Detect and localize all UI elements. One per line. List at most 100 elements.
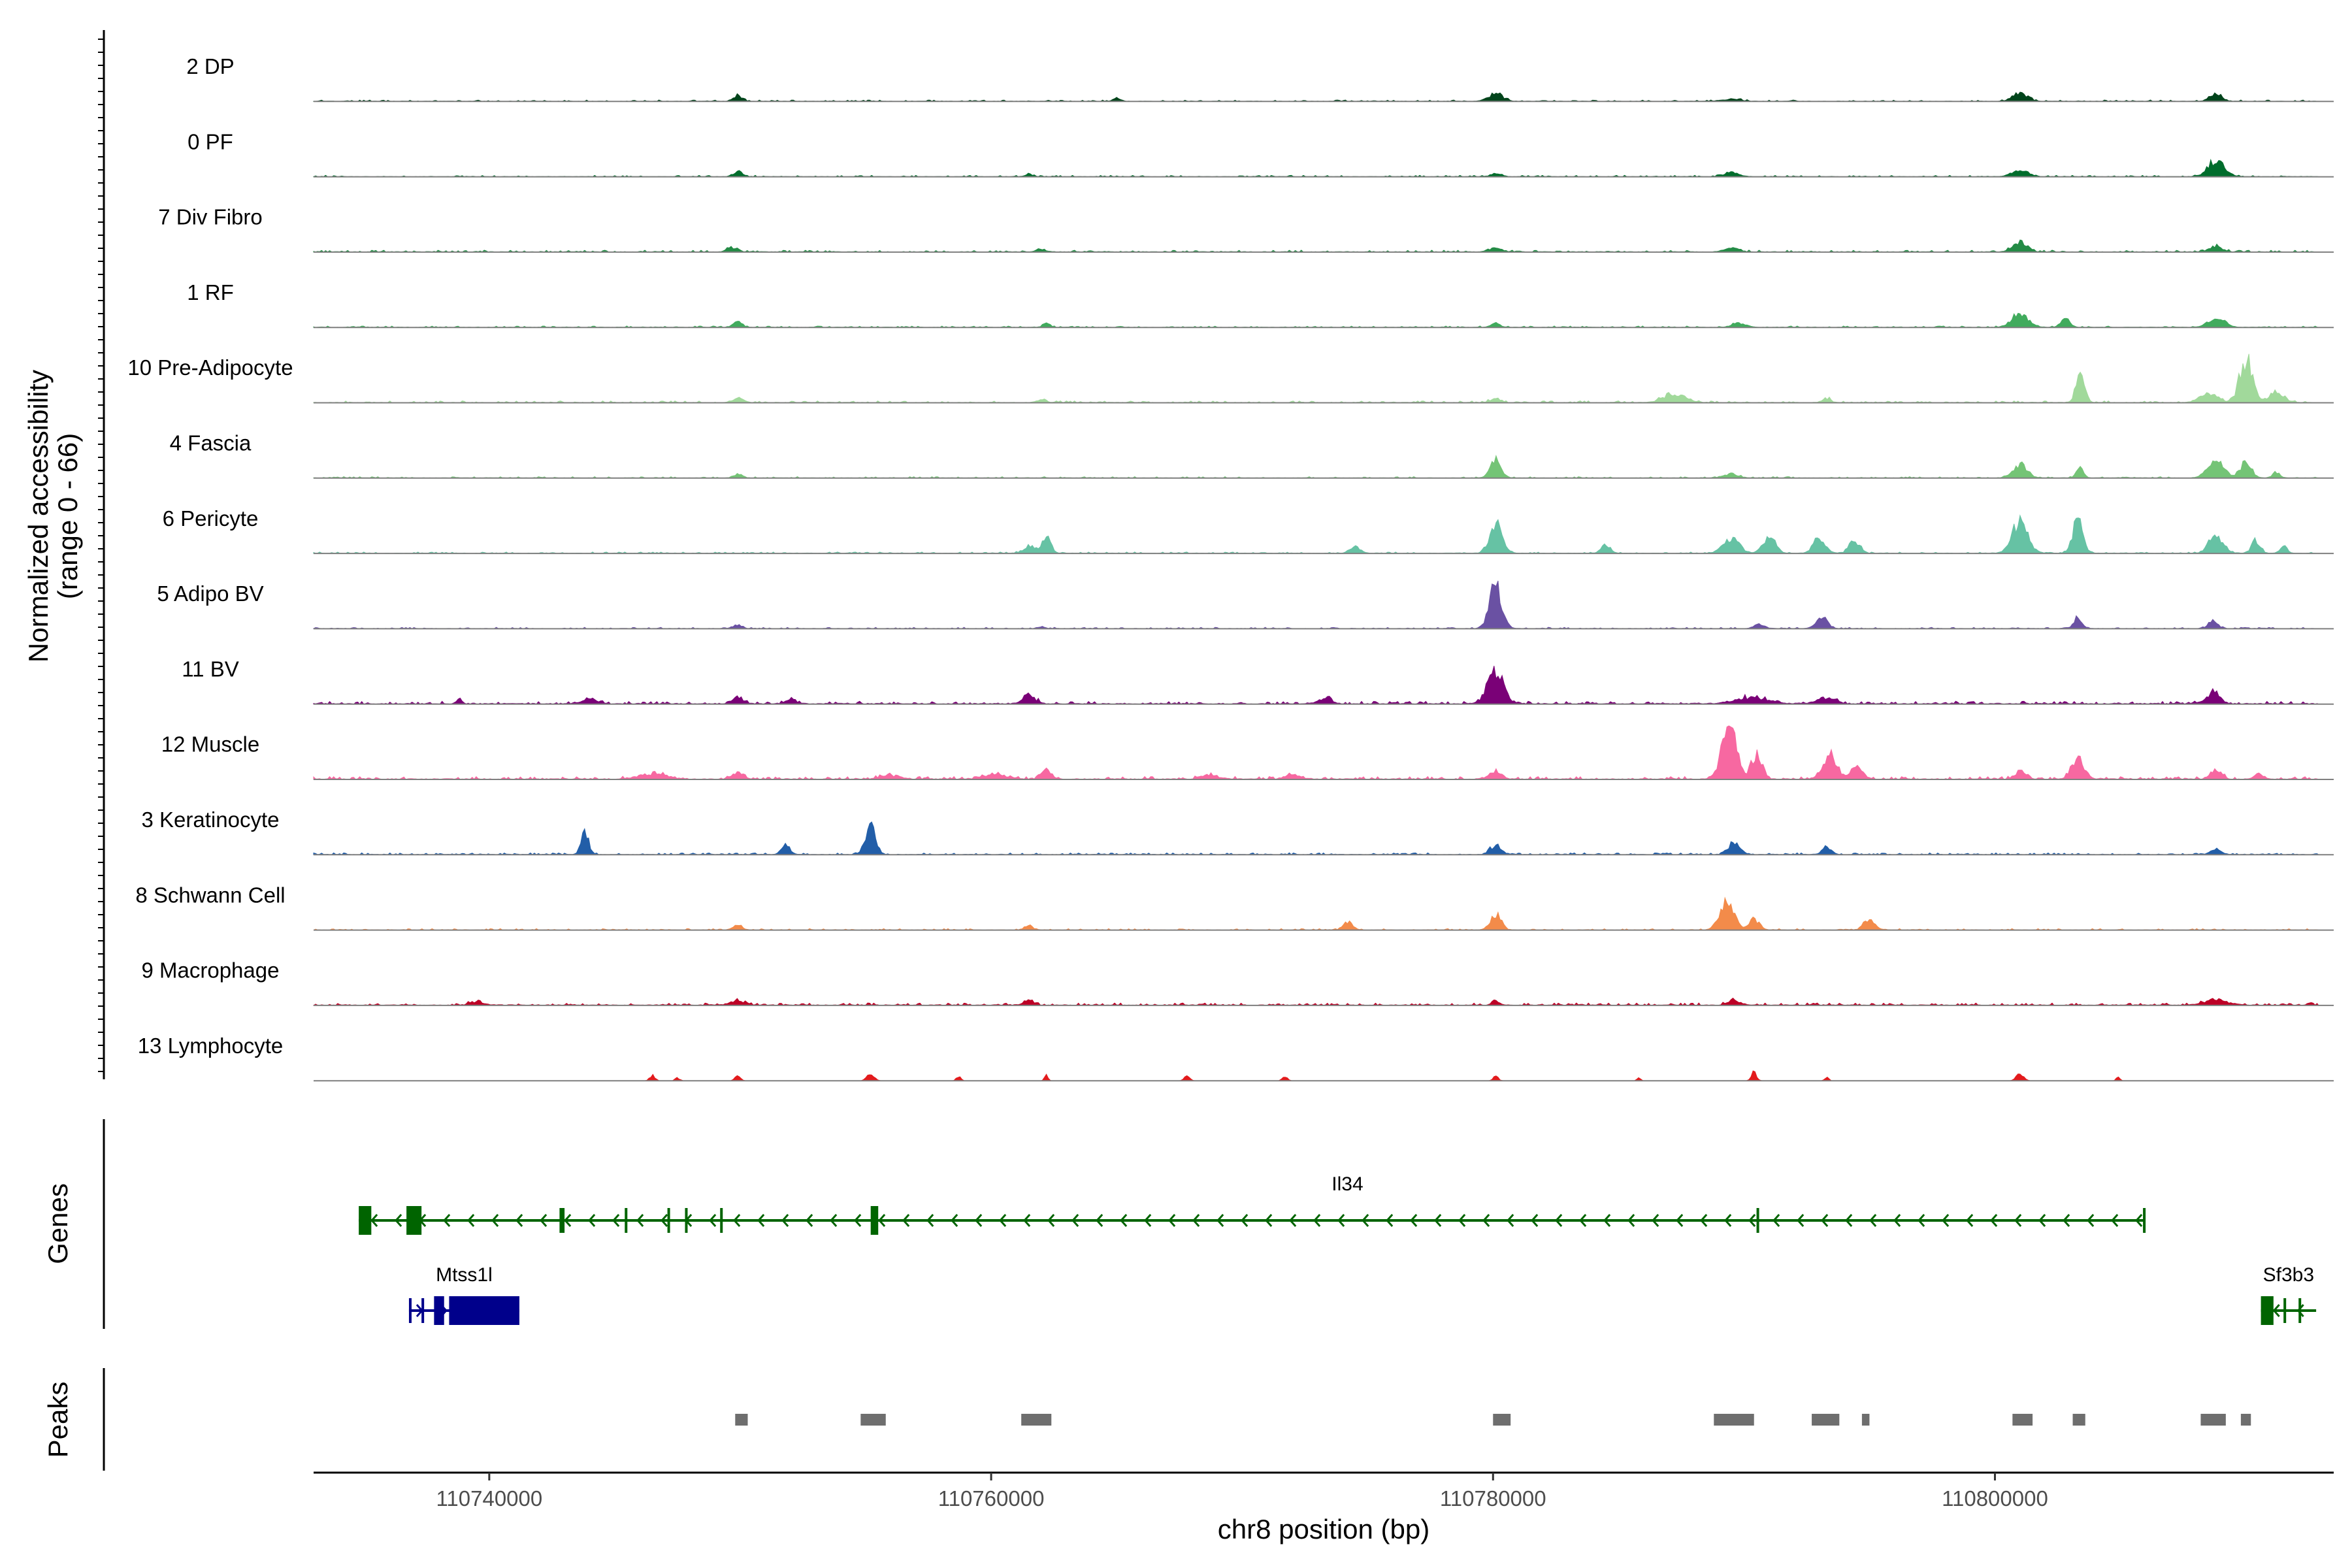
strand-arrow <box>2272 1304 2280 1317</box>
strand-arrow <box>1482 1214 1490 1227</box>
gene-mtss1l: Mtss1l <box>408 1264 519 1325</box>
strand-arrow <box>1096 1214 1103 1227</box>
strand-arrow <box>1676 1214 1684 1227</box>
track-label: 8 Schwann Cell <box>135 883 285 907</box>
track-label: 13 Lymphocyte <box>138 1034 284 1058</box>
track-2-dp: 2 DP <box>186 54 2334 103</box>
x-axis: 110740000 110760000 110780000 110800000 <box>436 1473 2048 1511</box>
track-7-div-fibro: 7 Div Fibro <box>158 205 2334 253</box>
track-label: 5 Adipo BV <box>157 581 263 606</box>
peak-region <box>1493 1414 1511 1426</box>
peaks-panel-title: Peaks <box>42 1382 73 1458</box>
gene-label: Sf3b3 <box>2263 1264 2314 1286</box>
strand-arrow <box>2038 1214 2046 1227</box>
strand-arrow <box>1434 1214 1442 1227</box>
coverage-area <box>313 158 2319 178</box>
peak-region <box>1812 1414 1840 1426</box>
gene-exon <box>421 1298 425 1323</box>
coverage-area <box>313 455 2319 479</box>
track-label: 7 Div Fibro <box>158 205 263 229</box>
peak-region <box>1021 1414 1052 1426</box>
strand-arrow <box>612 1214 620 1227</box>
strand-arrow <box>661 1214 668 1227</box>
track-label: 12 Muscle <box>161 732 259 757</box>
strand-arrow <box>1071 1214 1079 1227</box>
strand-arrow <box>1313 1214 1321 1227</box>
strand-arrow <box>1289 1214 1297 1227</box>
track-0-pf: 0 PF <box>188 129 2334 178</box>
strand-arrow <box>2296 1304 2304 1317</box>
peak-region <box>2240 1414 2251 1426</box>
coverage-area <box>313 91 2319 102</box>
strand-arrow <box>1265 1214 1273 1227</box>
strand-arrow <box>1144 1214 1152 1227</box>
gene-exon <box>2261 1296 2274 1325</box>
track-3-keratinocyte: 3 Keratinocyte <box>142 808 2334 856</box>
strand-arrow <box>1893 1214 1901 1227</box>
strand-arrow <box>1748 1214 1756 1227</box>
gene-exon <box>408 1298 412 1323</box>
track-label: 1 RF <box>187 280 234 304</box>
strand-arrow <box>1579 1214 1587 1227</box>
coverage-area <box>313 666 2319 705</box>
strand-arrow <box>1047 1214 1055 1227</box>
gene-exon <box>406 1206 422 1235</box>
peak-region <box>2200 1414 2226 1426</box>
strand-arrow <box>1942 1214 1950 1227</box>
strand-arrow <box>1845 1214 1853 1227</box>
peaks-panel <box>735 1414 2251 1426</box>
strand-arrow <box>564 1214 572 1227</box>
strand-arrow <box>370 1214 378 1227</box>
track-label: 2 DP <box>186 54 234 78</box>
track-label: 3 Keratinocyte <box>142 808 280 832</box>
track-5-adipo-bv: 5 Adipo BV <box>157 580 2334 630</box>
strand-arrow <box>1531 1214 1539 1227</box>
gene-exon <box>449 1296 519 1325</box>
strand-arrow <box>854 1214 862 1227</box>
track-9-macrophage: 9 Macrophage <box>142 958 2334 1006</box>
strand-arrow <box>1507 1214 1514 1227</box>
coverage-area <box>313 312 2319 328</box>
gene-exon <box>720 1208 723 1233</box>
coverage-tracks: 2 DP 0 PF 7 Div Fibro 1 RF 10 Pre-Adipocyte 4… <box>127 54 2334 1082</box>
strand-arrow <box>1168 1214 1176 1227</box>
gene-il34: Il34 <box>359 1173 2146 1235</box>
strand-arrow <box>1797 1214 1805 1227</box>
strand-arrow <box>1241 1214 1249 1227</box>
strand-arrow <box>1918 1214 1925 1227</box>
strand-arrow <box>1386 1214 1394 1227</box>
track-label: 0 PF <box>188 129 233 154</box>
strand-arrow <box>757 1214 765 1227</box>
track-label: 11 BV <box>182 657 238 681</box>
strand-arrow <box>2111 1214 2119 1227</box>
x-tick-label: 110800000 <box>1942 1486 2048 1511</box>
strand-arrow <box>975 1214 983 1227</box>
strand-arrow <box>1700 1214 1708 1227</box>
strand-arrow <box>2014 1214 2022 1227</box>
y-axis-title-line-2: (range 0 - 66) <box>52 433 83 599</box>
genes-panel: Il34 Mtss1l Sf3b3 <box>359 1173 2317 1325</box>
gene-exon <box>359 1206 372 1235</box>
strand-arrow <box>878 1214 886 1227</box>
strand-arrow <box>443 1214 451 1227</box>
track-4-fascia: 4 Fascia <box>170 431 2334 479</box>
x-tick-label: 110780000 <box>1440 1486 1546 1511</box>
strand-arrow <box>1627 1214 1635 1227</box>
track-label: 9 Macrophage <box>142 958 280 983</box>
strand-arrow <box>467 1214 475 1227</box>
coverage-area <box>313 353 2319 404</box>
track-label: 4 Fascia <box>170 431 252 455</box>
track-11-bv: 11 BV <box>182 657 2334 705</box>
gene-sf3b3: Sf3b3 <box>2261 1264 2317 1325</box>
strand-arrow <box>1724 1214 1732 1227</box>
y-axis <box>98 30 105 1079</box>
strand-arrow <box>2087 1214 2095 1227</box>
strand-arrow <box>1192 1214 1200 1227</box>
track-6-pericyte: 6 Pericyte <box>163 506 2334 555</box>
gene-exon <box>434 1296 444 1325</box>
coverage-area <box>313 998 2320 1006</box>
strand-arrow <box>515 1214 523 1227</box>
peak-region <box>735 1414 748 1426</box>
coverage-area <box>313 725 2319 780</box>
